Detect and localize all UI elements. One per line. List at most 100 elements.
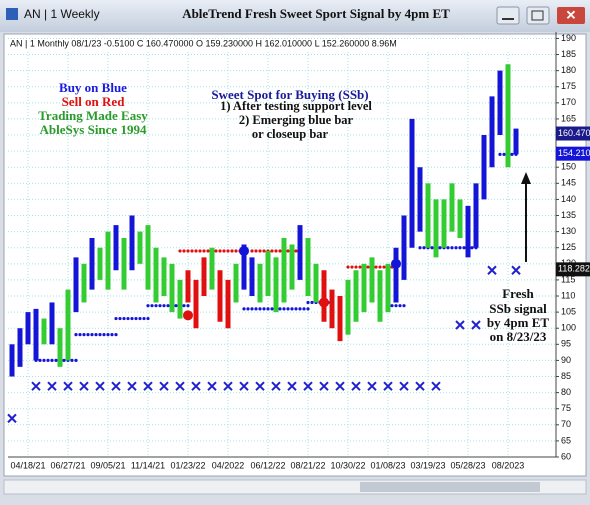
annotation: 1) After testing support level xyxy=(220,99,372,113)
level-dot xyxy=(230,249,234,253)
level-dot xyxy=(222,249,226,253)
signal-dot xyxy=(391,258,401,269)
plot-area: 6065707580859095100105110115120125130135… xyxy=(7,32,590,470)
level-dot xyxy=(286,249,290,253)
x-tick-label: 06/27/21 xyxy=(50,460,85,470)
level-dot xyxy=(182,304,186,308)
y-tick-label: 170 xyxy=(561,97,576,107)
close-button[interactable] xyxy=(557,7,585,24)
x-marker xyxy=(7,413,17,424)
y-tick-label: 150 xyxy=(561,162,576,172)
level-dot xyxy=(154,304,158,308)
level-dot xyxy=(498,152,502,156)
level-dot xyxy=(146,304,150,308)
x-marker xyxy=(111,381,121,391)
y-tick-label: 95 xyxy=(561,339,571,349)
level-dot xyxy=(166,304,170,308)
level-dot xyxy=(54,358,58,363)
level-dot xyxy=(226,249,230,253)
level-dot xyxy=(382,265,386,269)
y-tick-label: 125 xyxy=(561,242,576,252)
x-marker xyxy=(511,265,521,275)
level-dot xyxy=(430,246,434,250)
level-dot xyxy=(106,333,110,337)
level-dot xyxy=(206,249,210,253)
annotation: 2) Emerging blue bar xyxy=(239,113,354,127)
level-dot xyxy=(134,316,138,321)
level-dot xyxy=(42,358,46,363)
level-dot xyxy=(398,304,402,308)
x-marker xyxy=(287,381,297,391)
level-dot xyxy=(366,265,370,269)
minimize-button[interactable] xyxy=(496,6,520,25)
annotation: Sell on Red xyxy=(62,94,126,109)
level-dot xyxy=(70,358,74,363)
level-dot xyxy=(138,316,142,321)
y-tick-label: 105 xyxy=(561,306,576,316)
annotation: Sweet Spot for Buying (SSb) xyxy=(211,87,368,102)
x-marker xyxy=(207,381,217,391)
y-tick-label: 115 xyxy=(561,274,575,284)
level-dot xyxy=(278,249,282,253)
level-dot xyxy=(462,246,466,250)
level-dot xyxy=(234,249,238,253)
app-icon xyxy=(6,8,18,20)
close-icon: ✕ xyxy=(566,7,577,22)
annotation: Buy on Blue xyxy=(59,80,127,95)
x-tick-label: 04/2022 xyxy=(212,460,245,470)
price-tag xyxy=(556,262,590,277)
level-dot xyxy=(394,304,398,308)
annotation: by 4pm ET xyxy=(487,315,549,330)
price-tag-label: 160.470 xyxy=(558,128,590,138)
level-dot xyxy=(198,249,202,253)
level-dot xyxy=(190,249,194,253)
y-tick-label: 140 xyxy=(561,194,576,204)
x-marker xyxy=(471,320,481,330)
level-dot xyxy=(130,316,134,321)
x-marker xyxy=(63,381,73,391)
level-dot xyxy=(202,249,206,253)
level-dot xyxy=(178,249,182,253)
level-dot xyxy=(174,304,178,308)
annotation: on 8/23/23 xyxy=(490,329,547,344)
level-dot xyxy=(158,304,162,308)
level-dot xyxy=(422,246,426,250)
level-dot xyxy=(98,333,102,337)
level-dot xyxy=(470,246,474,250)
level-dot xyxy=(418,246,422,250)
level-dot xyxy=(186,249,190,253)
level-dot xyxy=(354,265,358,269)
x-marker xyxy=(31,381,41,391)
level-dot xyxy=(306,300,310,305)
annotation: Trading Made Easy xyxy=(38,108,148,123)
x-marker xyxy=(399,381,409,391)
y-tick-label: 135 xyxy=(561,210,576,220)
level-dot xyxy=(294,249,298,253)
x-tick-label: 01/23/22 xyxy=(170,460,205,470)
signal-dot xyxy=(239,245,249,256)
level-dot xyxy=(90,333,94,337)
signal-dot xyxy=(183,310,193,321)
level-dot xyxy=(262,307,266,311)
level-dot xyxy=(50,358,54,363)
annotation: AbleSys Since 1994 xyxy=(40,122,147,137)
x-marker xyxy=(303,381,313,391)
level-dot xyxy=(270,307,274,311)
level-dot xyxy=(274,249,278,253)
level-dot xyxy=(446,246,450,250)
x-marker xyxy=(143,381,153,391)
level-dot xyxy=(250,307,254,311)
level-dot xyxy=(114,333,118,337)
x-marker xyxy=(351,381,361,391)
level-dot xyxy=(286,307,290,311)
signal-dot xyxy=(319,297,329,308)
window-title: AN | 1 Weekly xyxy=(24,7,100,21)
level-dot xyxy=(74,333,78,337)
level-dot xyxy=(250,249,254,253)
level-dot xyxy=(146,316,150,321)
y-tick-label: 75 xyxy=(561,403,571,413)
scroll-thumb[interactable] xyxy=(360,482,540,492)
maximize-button[interactable] xyxy=(526,6,550,25)
